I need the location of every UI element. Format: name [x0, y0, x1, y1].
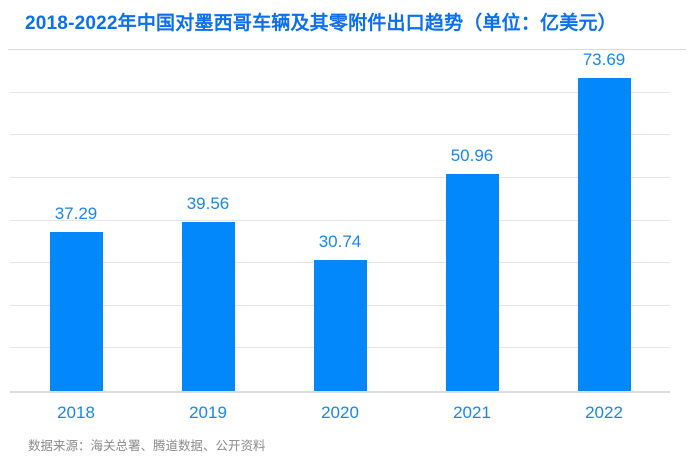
bar-column-2018: 37.29 — [10, 50, 142, 391]
gridline-50 — [10, 176, 670, 178]
x-axis-label-2022: 2022 — [585, 403, 623, 422]
x-axis-label-2019: 2019 — [189, 403, 227, 422]
chart-title: 2018-2022年中国对墨西哥车辆及其零附件出口趋势（单位：亿美元） — [25, 13, 617, 34]
bar-value-label-2018: 37.29 — [54, 204, 98, 224]
bar-value-label-2020: 30.74 — [318, 231, 362, 251]
chart-page: 2018-2022年中国对墨西哥车辆及其零附件出口趋势（单位：亿美元） 37.2… — [0, 12, 694, 463]
title-separator-line — [8, 49, 686, 50]
bar-2019 — [181, 222, 235, 391]
x-axis-labels-row: 2018 2019 2020 2021 2022 — [10, 402, 670, 423]
x-axis-label-2020: 2020 — [321, 403, 359, 422]
gridline-40 — [10, 219, 670, 221]
bar-value-label-2021: 50.96 — [450, 145, 494, 165]
bar-column-2021: 50.96 — [406, 50, 538, 391]
bar-2022 — [577, 78, 631, 391]
gridline-70 — [10, 91, 670, 93]
x-axis-label-2021: 2021 — [453, 403, 491, 422]
x-axis-label-2018: 2018 — [57, 403, 95, 422]
bar-value-label-2019: 39.56 — [186, 194, 230, 214]
bar-value-label-2022: 73.69 — [582, 50, 626, 69]
bar-2021 — [445, 173, 499, 391]
gridline-60 — [10, 134, 670, 136]
bar-chart-plot-area: 37.29 39.56 30.74 50.96 73.69 — [10, 50, 670, 393]
bar-2018 — [49, 232, 103, 391]
data-source-note: 数据来源：海关总署、腾道数据、公开资料 — [28, 439, 266, 453]
bars-layer: 37.29 39.56 30.74 50.96 73.69 — [10, 50, 670, 391]
bar-column-2022: 73.69 — [538, 50, 670, 391]
bar-2020 — [313, 259, 367, 391]
bar-column-2020: 30.74 — [274, 50, 406, 391]
bar-column-2019: 39.56 — [142, 50, 274, 391]
